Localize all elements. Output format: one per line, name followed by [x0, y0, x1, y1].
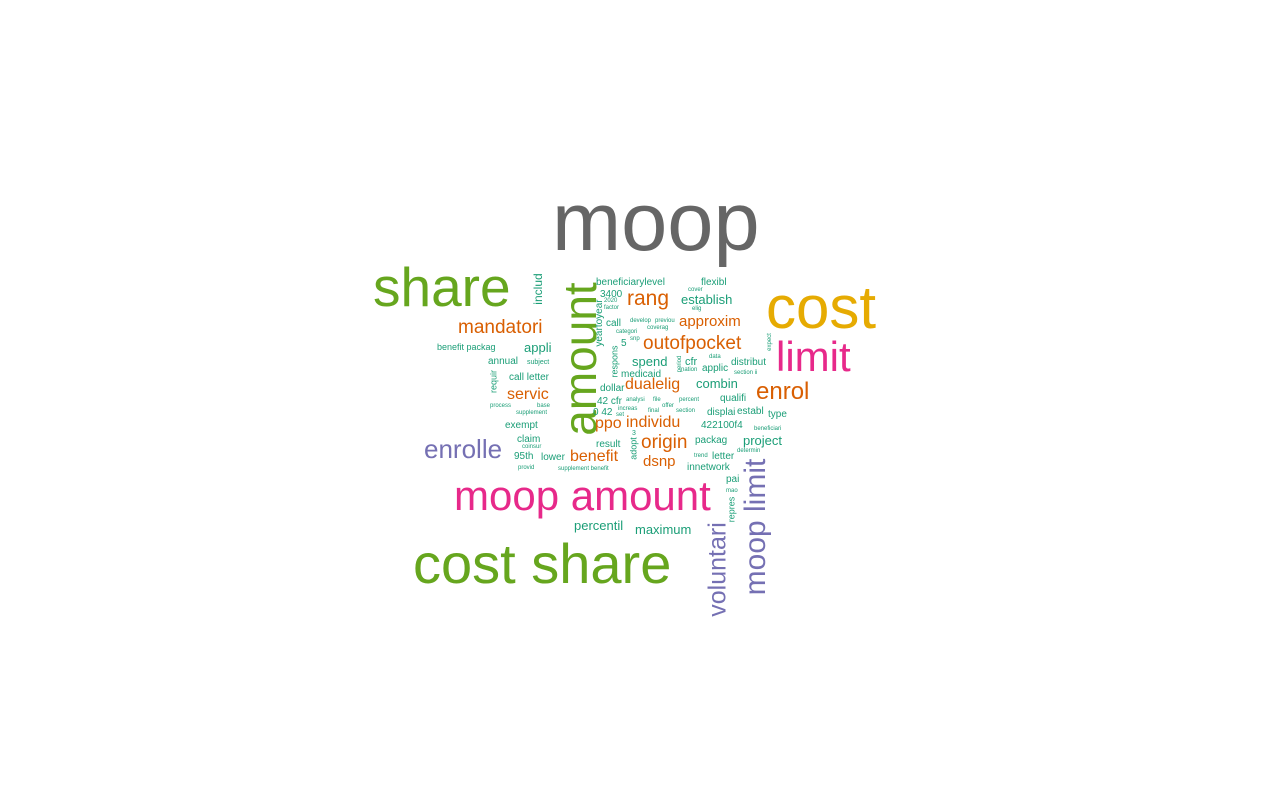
word: medicaid: [621, 369, 662, 380]
word: applic: [702, 363, 729, 374]
word: percentil: [574, 518, 624, 533]
word: 0 42: [593, 407, 613, 418]
word: cfr: [685, 356, 698, 368]
word: dsnp: [643, 453, 676, 470]
word: benefit: [570, 448, 619, 465]
word: 3400: [600, 289, 623, 300]
word: mandatori: [458, 317, 543, 338]
word: origin: [641, 432, 688, 453]
word: determin: [737, 448, 761, 454]
word: file: [653, 397, 661, 403]
word: trend: [694, 453, 708, 459]
word: moop: [552, 175, 760, 268]
word: section: [676, 408, 696, 414]
word: increas: [618, 406, 638, 412]
word: distribut: [731, 357, 767, 368]
word: supplement benefit: [558, 466, 609, 472]
word: innetwork: [687, 462, 730, 473]
word: previou: [655, 318, 675, 324]
word: maximum: [635, 522, 692, 537]
word: respons: [609, 345, 620, 378]
word: individu: [626, 414, 681, 431]
word: develop: [630, 318, 652, 324]
word: beneficiari: [754, 426, 782, 432]
word: requir: [488, 370, 499, 394]
word: exempt: [505, 420, 538, 431]
word: process: [490, 403, 512, 409]
word: coverag: [647, 325, 669, 331]
word: enrolle: [424, 434, 503, 464]
word: call letter: [509, 372, 550, 383]
word: 2020: [604, 298, 618, 304]
word: cost share: [413, 532, 672, 595]
word: pai: [726, 474, 740, 485]
word: voluntari: [703, 522, 732, 617]
word: flexibl: [701, 277, 727, 288]
word: combin: [696, 376, 738, 391]
word: benefit packag: [437, 342, 496, 352]
word: base: [537, 403, 551, 409]
word: claim: [517, 434, 541, 445]
word: categori: [616, 329, 638, 335]
word: set: [616, 412, 625, 418]
word: adopt: [628, 437, 639, 460]
word: servic: [507, 386, 549, 403]
word: rang: [627, 287, 670, 310]
word: elig: [692, 306, 702, 312]
word: project: [743, 433, 783, 448]
word: cover: [688, 287, 703, 293]
word: type: [768, 409, 787, 420]
word: data: [709, 354, 721, 360]
word: moop limit: [739, 458, 772, 596]
word: dollar: [600, 383, 625, 394]
word: analysi: [626, 397, 645, 403]
word: repres: [726, 496, 737, 523]
word: appli: [524, 340, 552, 355]
word: qualifi: [720, 393, 747, 404]
word: annual: [488, 356, 519, 367]
word: nation: [681, 367, 698, 373]
word: beneficiarylevel: [596, 277, 665, 288]
word: provid: [518, 465, 535, 471]
word: approxim: [679, 313, 741, 330]
word: 5: [621, 338, 627, 349]
word: call: [606, 318, 622, 329]
word: snp: [630, 336, 640, 342]
word: result: [596, 439, 621, 450]
word: enrol: [756, 378, 810, 405]
word: offer: [662, 403, 674, 409]
word: final: [648, 408, 660, 414]
word: displai: [707, 407, 736, 418]
word: percent: [679, 397, 700, 403]
word: dualelig: [625, 376, 681, 393]
word: establish: [681, 292, 733, 307]
word: mao: [726, 488, 738, 494]
word: section ii: [734, 370, 758, 376]
word: outofpocket: [643, 333, 742, 354]
word: includ: [531, 273, 545, 305]
word: lower: [541, 452, 565, 463]
word: letter: [712, 451, 735, 462]
word: cost: [766, 274, 877, 341]
word: 95th: [514, 451, 534, 462]
word: establ: [737, 406, 764, 417]
word: spend: [632, 354, 668, 369]
word: expect: [767, 333, 773, 351]
word: supplement: [516, 410, 548, 416]
word: packag: [695, 435, 728, 446]
word: 3: [632, 430, 636, 437]
word: ppo: [595, 415, 622, 432]
word: 42 cfr: [597, 396, 623, 407]
word: 422100f4: [701, 420, 743, 431]
word: moop amount: [454, 472, 711, 519]
word: limit: [776, 333, 851, 380]
word: subject: [527, 359, 550, 366]
word: factor: [604, 305, 620, 311]
word: share: [373, 256, 511, 318]
word: coinsur: [522, 444, 542, 450]
